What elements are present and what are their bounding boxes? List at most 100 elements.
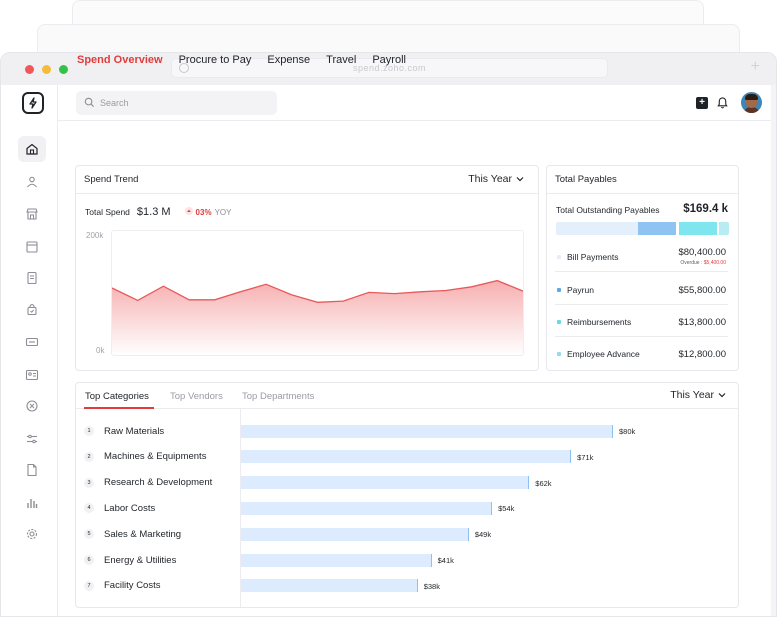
close-window-button[interactable] [25, 65, 34, 74]
quick-add-button[interactable]: + [696, 97, 708, 109]
payables-segment [556, 222, 639, 235]
tab-expense[interactable]: Expense [267, 54, 311, 66]
category-name: Facility Costs [104, 580, 161, 592]
payable-value: $12,800.00 [678, 349, 726, 360]
spend-trend-period-dropdown[interactable]: This Year [468, 173, 524, 185]
payables-segment [716, 222, 719, 235]
minimize-window-button[interactable] [42, 65, 51, 74]
tab-travel[interactable]: Travel [326, 54, 357, 66]
categories-period-dropdown[interactable]: This Year [670, 389, 726, 401]
category-rank: 3 [84, 477, 94, 488]
spend-trend-chart [111, 230, 524, 356]
sidebar-item-file[interactable] [18, 457, 46, 483]
category-name: Machines & Equipments [104, 451, 207, 463]
category-name: Labor Costs [104, 502, 156, 514]
payable-label: Payrun [567, 285, 594, 295]
payable-row[interactable]: Reimbursements $13,800.00 [555, 307, 728, 337]
tab-top-categories[interactable]: Top Categories [85, 391, 149, 402]
sidebar-item-settings[interactable] [18, 521, 46, 547]
app-logo-icon[interactable] [22, 92, 44, 114]
sidebar [1, 85, 58, 616]
maximize-window-button[interactable] [59, 65, 68, 74]
yoy-label: YOY [214, 208, 232, 217]
category-name: Energy & Utilities [104, 554, 177, 566]
chevron-down-icon [516, 177, 524, 182]
search-box[interactable] [76, 91, 277, 115]
sidebar-item-store[interactable] [18, 201, 46, 227]
total-spend-label: Total Spend [85, 207, 130, 217]
legend-swatch [557, 352, 561, 356]
sidebar-item-user[interactable] [18, 169, 46, 195]
category-name: Sales & Marketing [104, 528, 182, 540]
card-icon [25, 337, 39, 347]
lock-bag-icon [27, 303, 37, 316]
payable-row[interactable]: Employee Advance $12,800.00 [555, 339, 728, 369]
category-row[interactable]: 6 Energy & Utilities [84, 550, 176, 570]
sidebar-item-contact-card[interactable] [18, 362, 46, 388]
payables-segment [638, 222, 677, 235]
spend-trend-card: Spend Trend This Year Total Spend $1.3 M… [75, 165, 539, 371]
sidebar-item-window[interactable] [18, 234, 46, 260]
category-bar-value: $41k [437, 556, 454, 565]
category-bar-value: $62k [535, 478, 552, 488]
category-row[interactable]: 7 Facility Costs [84, 576, 160, 596]
category-bar[interactable] [241, 501, 493, 515]
sidebar-item-card[interactable] [18, 329, 46, 355]
total-payables-title: Total Payables [555, 174, 617, 185]
bell-icon[interactable] [716, 96, 729, 110]
category-bar-value: $38k [423, 581, 440, 591]
sidebar-item-bar-chart[interactable] [18, 490, 46, 516]
search-input[interactable] [100, 95, 270, 111]
tab-spend-overview[interactable]: Spend Overview [77, 54, 163, 66]
payable-row[interactable]: Payrun $55,800.00 [555, 275, 728, 305]
category-bar-value: $54k [498, 504, 515, 514]
payables-segment [718, 222, 729, 235]
payable-value: $13,800.00 [678, 317, 726, 328]
sidebar-item-sliders[interactable] [18, 426, 46, 452]
category-row[interactable]: 3 Research & Development [84, 473, 212, 493]
settings-icon [26, 528, 38, 540]
total-spend-value: $1.3 M [136, 206, 171, 218]
top-categories-card: This Year Top Categories Top Vendors Top D… [75, 382, 739, 608]
top-bar: + [58, 85, 771, 121]
spend-trend-title: Spend Trend [84, 174, 139, 185]
total-spend-summary: Total Spend $1.3 M 03% YOY [85, 206, 231, 218]
category-row[interactable]: 2 Machines & Equipments [84, 447, 206, 467]
new-tab-button[interactable]: + [750, 58, 760, 75]
tab-procure-to-pay[interactable]: Procure to Pay [178, 54, 252, 66]
legend-swatch [557, 255, 561, 259]
category-name: Research & Development [104, 477, 213, 489]
overdue-note: Overdue : $5,400.00 [680, 260, 726, 266]
category-bar[interactable] [241, 424, 613, 438]
chevron-down-icon [718, 393, 726, 398]
browser-titlebar: spend.zoho.com + [1, 53, 776, 85]
user-avatar[interactable] [741, 92, 762, 113]
sidebar-item-currency[interactable] [18, 393, 46, 419]
category-row[interactable]: 1 Raw Materials [84, 421, 164, 441]
file-icon [27, 463, 37, 477]
category-bar[interactable] [241, 450, 572, 464]
category-rank: 4 [84, 503, 94, 514]
category-row[interactable]: 4 Labor Costs [84, 498, 155, 518]
category-row[interactable]: 5 Sales & Marketing [84, 524, 181, 544]
tab-payroll[interactable]: Payroll [372, 54, 406, 66]
payable-label: Bill Payments [567, 252, 619, 262]
y-axis-min-label: 0k [96, 346, 105, 355]
sidebar-item-home[interactable] [18, 136, 46, 162]
category-rank: 1 [84, 426, 94, 436]
sidebar-item-lock-bag[interactable] [18, 296, 46, 322]
category-bar[interactable] [241, 527, 469, 541]
category-bar[interactable] [241, 579, 418, 593]
home-icon [26, 143, 38, 155]
category-bar[interactable] [241, 476, 530, 490]
address-bar[interactable]: spend.zoho.com [171, 58, 608, 78]
payable-label: Reimbursements [567, 317, 632, 327]
tab-top-vendors[interactable]: Top Vendors [170, 391, 223, 402]
payables-stacked-bar [556, 222, 729, 235]
total-payables-card: Total Payables Total Outstanding Payable… [546, 165, 739, 371]
sidebar-item-document[interactable] [18, 265, 46, 291]
payable-row[interactable]: Bill Payments $80,400.00 Overdue : $5,400.… [555, 242, 728, 272]
category-bar[interactable] [241, 553, 432, 567]
tab-top-departments[interactable]: Top Departments [242, 391, 315, 402]
payables-segment [678, 222, 717, 235]
